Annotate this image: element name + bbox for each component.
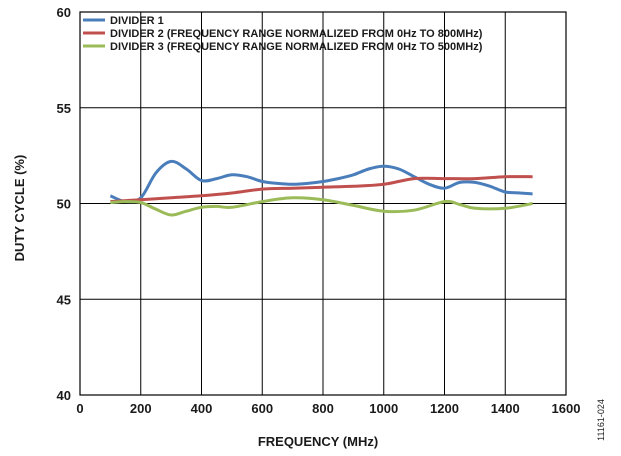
figure-id: 11161-024 [596,399,606,441]
legend-label-divider-1: DIVIDER 1 [110,15,164,27]
x-tick-label: 200 [130,401,152,416]
x-tick-label: 800 [312,401,334,416]
legend-label-divider-3: DIVIDER 3 (FREQUENCY RANGE NORMALIZED FR… [110,41,483,53]
plot-border [79,11,567,396]
y-tick-label: 50 [57,197,71,212]
y-axis-title: DUTY CYCLE (%) [12,155,27,262]
series-line-divider-3 [110,196,533,217]
grid [79,11,567,396]
x-tick-label: 1000 [369,401,398,416]
y-tick-label: 40 [57,388,71,403]
x-tick-label: 1400 [491,401,520,416]
y-tick-label: 45 [57,292,71,307]
series-line-divider-2 [110,175,533,204]
y-tick-label: 60 [57,5,71,20]
series-line-divider-1 [109,159,533,204]
series-lines [109,159,533,217]
x-tick-label: 400 [191,401,213,416]
tick-labels: 0 200 400 600 800 1000 1200 1400 1600 40 45 50 55 60 [57,5,581,416]
x-axis-title: FREQUENCY (MHz) [258,434,378,449]
legend: DIVIDER 1 DIVIDER 2 (FREQUENCY RANGE NOR… [83,15,483,53]
x-tick-label: 0 [76,401,83,416]
x-tick-label: 1600 [552,401,581,416]
y-tick-label: 55 [57,101,71,116]
x-tick-label: 1200 [430,401,459,416]
x-tick-label: 600 [251,401,273,416]
legend-label-divider-2: DIVIDER 2 (FREQUENCY RANGE NORMALIZED FR… [110,28,483,40]
